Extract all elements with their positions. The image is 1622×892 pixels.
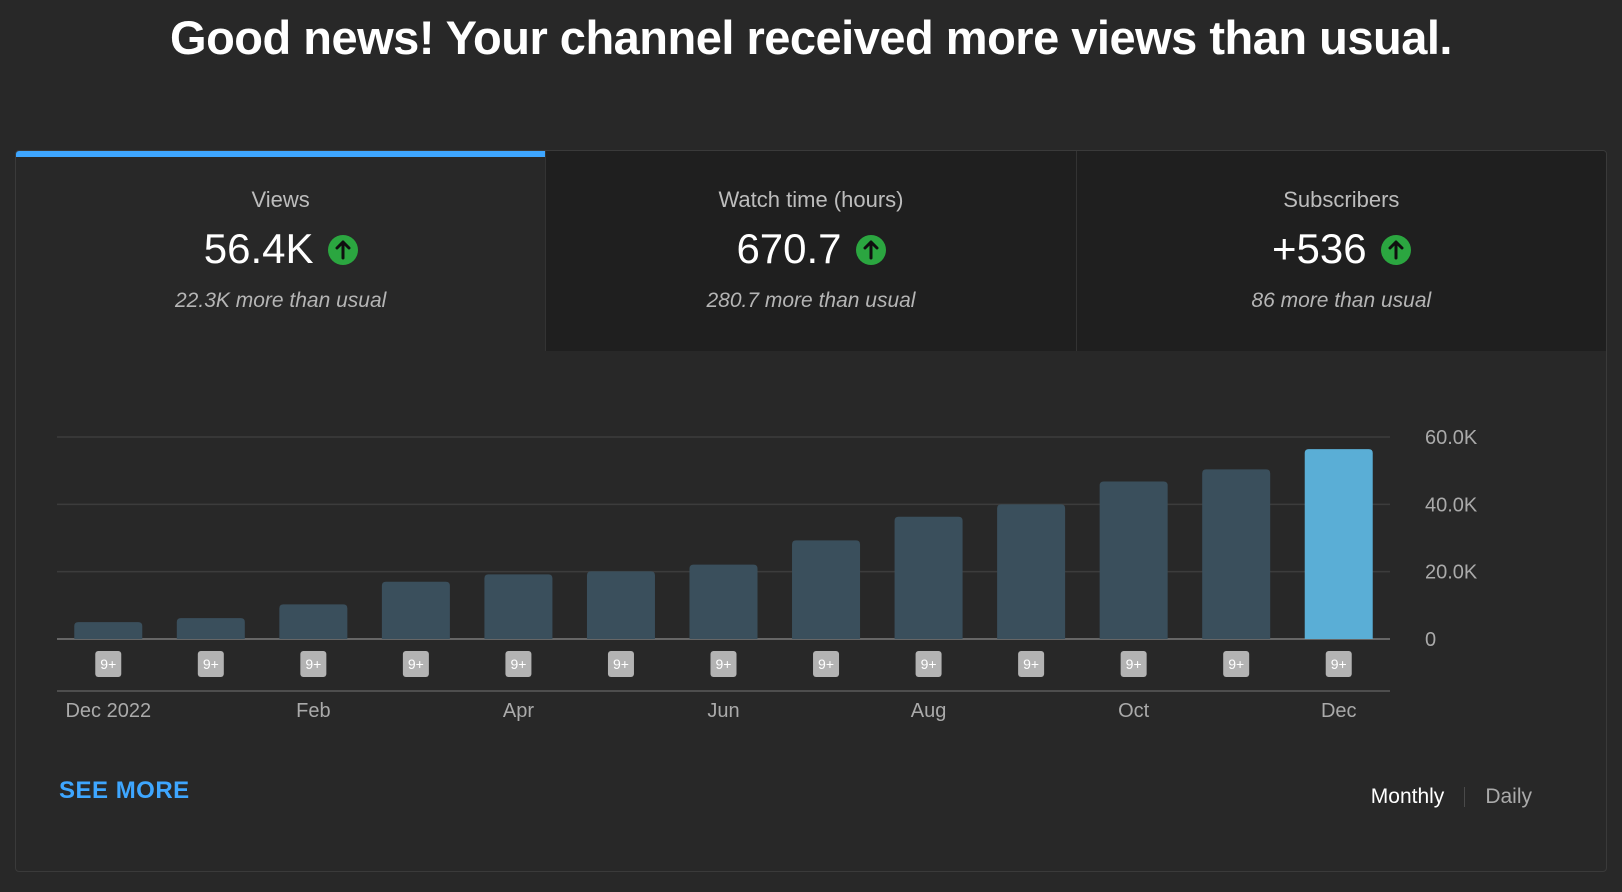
badge <box>1120 651 1147 677</box>
badge-label: 9+ <box>613 656 629 672</box>
tab-views-label: Views <box>251 187 310 212</box>
badge <box>505 651 532 677</box>
period-daily-button[interactable]: Daily <box>1485 785 1532 808</box>
badge <box>95 651 122 677</box>
bar <box>381 581 450 639</box>
x-tick-label: Dec 2022 <box>65 700 151 722</box>
tab-watch-time-sub: 280.7 more than usual <box>706 289 916 312</box>
bar <box>997 504 1066 639</box>
badge <box>402 651 429 677</box>
x-tick-label: Oct <box>1118 700 1150 722</box>
badge-label: 9+ <box>1228 656 1244 672</box>
views-bar-chart: 0 20.0K 40.0K 60.0K 9+ Dec 2022 9+ 9+ Feb 9+ 9+ Apr… <box>57 427 1478 722</box>
badge-label: 9+ <box>203 656 219 672</box>
period-monthly-button[interactable]: Monthly <box>1370 785 1445 808</box>
y-tick-label: 40.0K <box>1425 494 1478 516</box>
period-toggle: Monthly Daily <box>1371 785 1532 809</box>
x-tick-label: Aug <box>911 700 947 722</box>
y-tick-label: 0 <box>1425 629 1436 651</box>
arrow-up-icon <box>327 235 358 265</box>
x-tick-label: Dec <box>1321 700 1357 722</box>
views-chart: 0 20.0K 40.0K 60.0K 9+ Dec 2022 9+ 9+ Feb 9+ 9+ Apr… <box>16 351 1606 771</box>
headline: Good news! Your channel received more vi… <box>170 11 1452 64</box>
y-tick-label: 60.0K <box>1425 427 1478 449</box>
badge <box>300 651 327 677</box>
bar <box>586 571 655 639</box>
bar <box>1099 481 1168 639</box>
tab-watch-time-label: Watch time (hours) <box>718 187 904 212</box>
tab-views-sub: 22.3K more than usual <box>175 289 387 312</box>
y-tick-label: 20.0K <box>1425 562 1478 584</box>
bar <box>1202 469 1271 639</box>
tab-subscribers[interactable]: Subscribers +536 86 more than usual <box>1075 151 1606 351</box>
bar <box>176 618 245 639</box>
x-tick-label: Apr <box>503 700 534 722</box>
tab-subscribers-value: +536 <box>1272 225 1367 272</box>
bar <box>894 516 963 639</box>
badge-label: 9+ <box>305 656 321 672</box>
badge <box>813 651 840 677</box>
bar <box>1304 449 1373 639</box>
x-tick-label: Jun <box>707 700 739 722</box>
arrow-up-icon <box>855 235 886 265</box>
badge-label: 9+ <box>510 656 526 672</box>
bar <box>792 540 861 639</box>
badge-label: 9+ <box>1023 656 1039 672</box>
tab-watch-time-value: 670.7 <box>736 225 842 272</box>
badge <box>710 651 737 677</box>
bar <box>74 622 143 639</box>
badge <box>1325 651 1352 677</box>
badge-label: 9+ <box>818 656 834 672</box>
tab-subscribers-label: Subscribers <box>1283 187 1400 212</box>
badge <box>1223 651 1250 677</box>
badge <box>915 651 942 677</box>
tab-watch-time[interactable]: Watch time (hours) 670.7 280.7 more than… <box>545 151 1076 351</box>
badge <box>197 651 224 677</box>
bar <box>689 564 758 639</box>
see-more-link[interactable]: SEE MORE <box>59 777 190 804</box>
tab-watch-time-value-row: 670.7 <box>546 225 1075 273</box>
arrow-up-icon <box>1380 235 1411 265</box>
badge-label: 9+ <box>921 656 937 672</box>
bar <box>484 574 553 639</box>
badge-label: 9+ <box>100 656 116 672</box>
tab-subscribers-sub: 86 more than usual <box>1251 289 1432 312</box>
tab-views-value-row: 56.4K <box>16 225 545 273</box>
tab-views[interactable]: Views 56.4K 22.3K more than usual <box>16 151 546 351</box>
badge <box>1018 651 1045 677</box>
badge-label: 9+ <box>1331 656 1347 672</box>
insight-card: Views 56.4K 22.3K more than usual Watch … <box>15 150 1607 872</box>
period-divider <box>1464 787 1466 807</box>
metric-tabs: Views 56.4K 22.3K more than usual Watch … <box>16 151 1606 351</box>
badge-label: 9+ <box>1126 656 1142 672</box>
bar <box>279 604 348 639</box>
tab-subscribers-value-row: +536 <box>1077 225 1606 273</box>
tab-views-value: 56.4K <box>203 225 314 272</box>
badge-label: 9+ <box>716 656 732 672</box>
x-tick-label: Feb <box>296 700 330 722</box>
badge <box>607 651 634 677</box>
badge-label: 9+ <box>408 656 424 672</box>
